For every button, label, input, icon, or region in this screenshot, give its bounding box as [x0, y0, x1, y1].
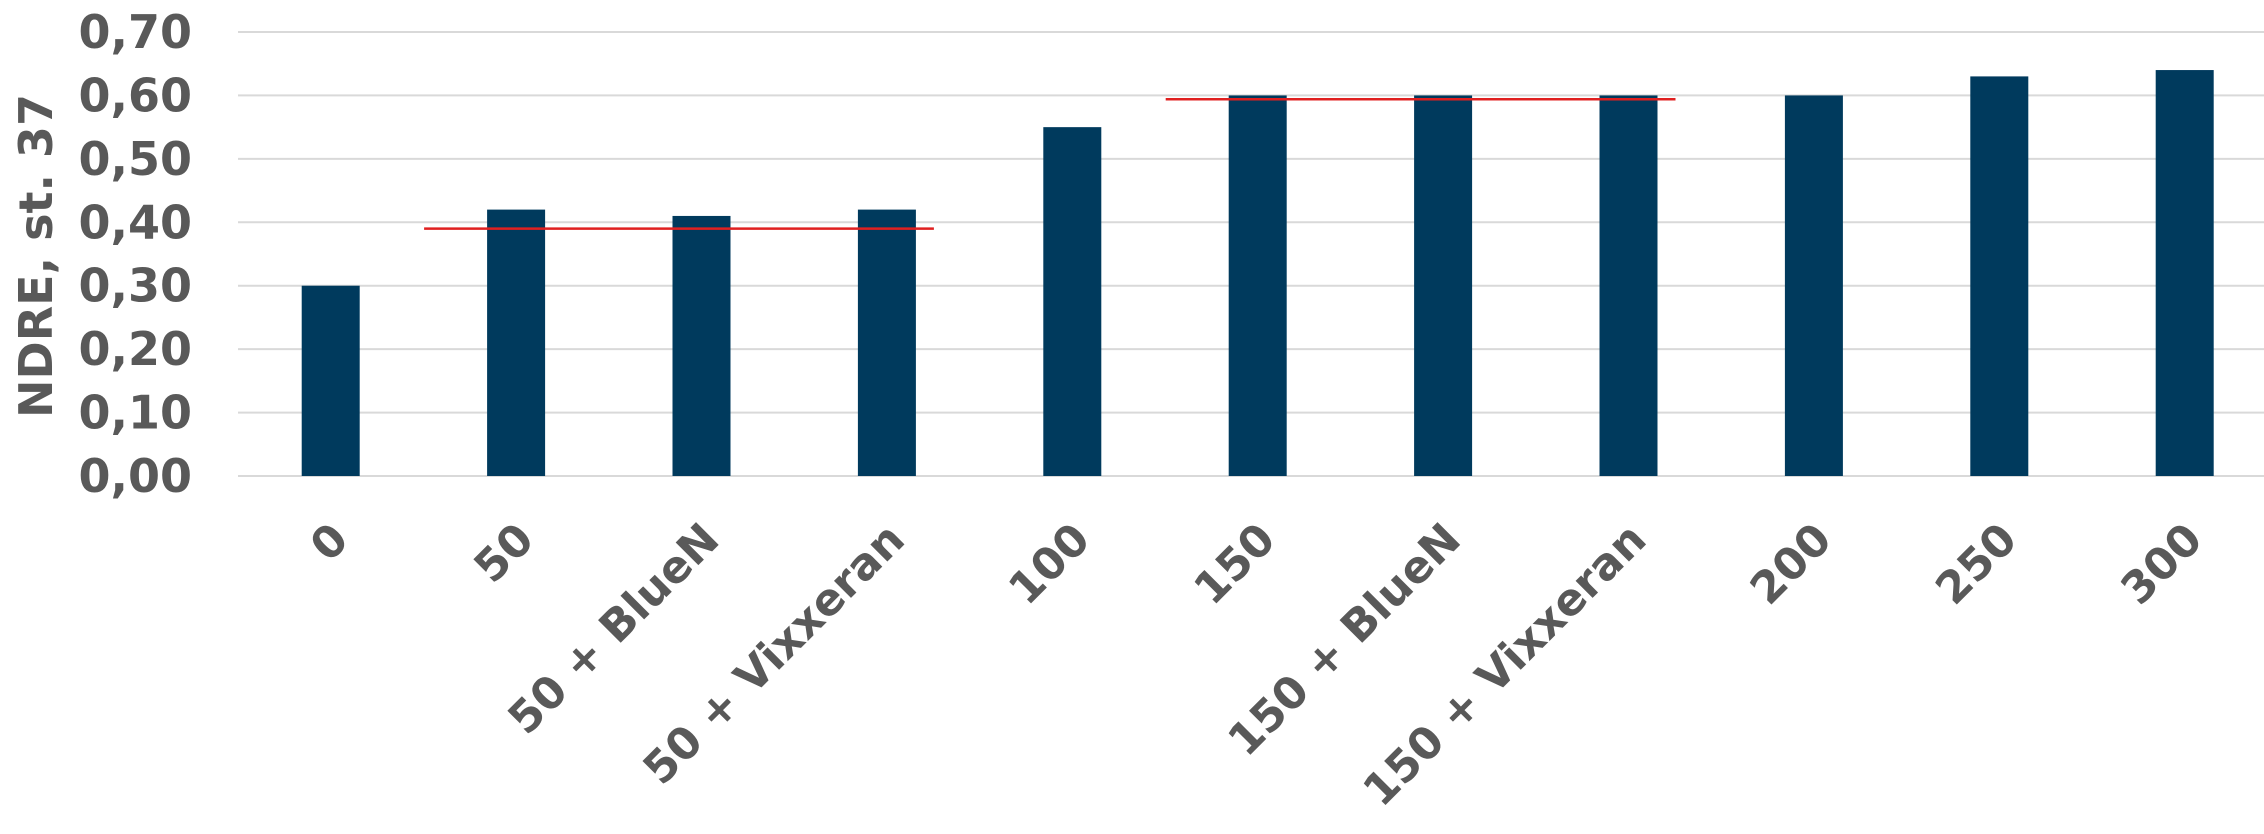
bar — [672, 215, 731, 476]
y-axis-ticks: 0,00 0,10 0,20 0,30 0,40 0,50 0,60 0,70 — [79, 5, 193, 503]
bar — [1784, 95, 1843, 476]
y-tick-label: 0,60 — [79, 68, 193, 122]
x-tick-label: 150 — [1184, 514, 1285, 615]
bar — [1599, 95, 1658, 476]
y-tick-label: 0,40 — [79, 195, 193, 249]
bar — [1970, 76, 2029, 477]
y-tick-label: 0,10 — [79, 386, 193, 440]
bar — [1228, 95, 1287, 476]
x-tick-label: 0 — [301, 514, 359, 572]
reference-lines — [424, 97, 1676, 230]
bars — [301, 70, 2214, 477]
y-tick-label: 0,20 — [79, 322, 193, 376]
x-tick-label: 100 — [999, 514, 1100, 615]
bar — [2155, 70, 2214, 477]
y-tick-label: 0,30 — [79, 259, 193, 313]
y-tick-label: 0,50 — [79, 132, 193, 186]
bar — [1414, 95, 1473, 476]
x-tick-label: 200 — [1741, 514, 1842, 615]
x-tick-label: 50 — [465, 514, 544, 593]
x-tick-label: 250 — [1926, 514, 2027, 615]
bar — [301, 285, 360, 476]
x-tick-label: 300 — [2111, 514, 2212, 615]
y-tick-label: 0,00 — [79, 449, 193, 503]
y-axis-title: NDRE, st. 37 — [9, 94, 63, 418]
bar — [1043, 127, 1102, 477]
y-tick-label: 0,70 — [79, 5, 193, 59]
bar — [487, 209, 546, 476]
bar — [857, 209, 916, 476]
